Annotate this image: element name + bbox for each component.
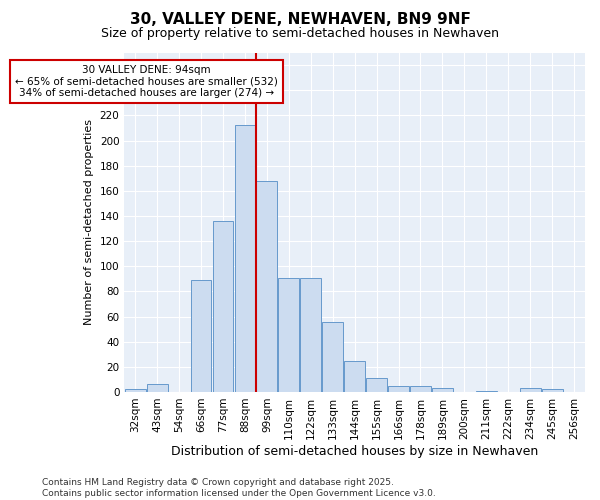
- Bar: [191, 280, 211, 392]
- Bar: [301, 278, 321, 392]
- Bar: [476, 390, 497, 392]
- Bar: [410, 386, 431, 392]
- Text: 30, VALLEY DENE, NEWHAVEN, BN9 9NF: 30, VALLEY DENE, NEWHAVEN, BN9 9NF: [130, 12, 470, 28]
- Bar: [322, 322, 343, 392]
- Bar: [212, 221, 233, 392]
- Bar: [432, 388, 453, 392]
- X-axis label: Distribution of semi-detached houses by size in Newhaven: Distribution of semi-detached houses by …: [171, 444, 538, 458]
- Text: 30 VALLEY DENE: 94sqm
← 65% of semi-detached houses are smaller (532)
34% of sem: 30 VALLEY DENE: 94sqm ← 65% of semi-deta…: [15, 65, 278, 98]
- Bar: [235, 126, 256, 392]
- Bar: [278, 278, 299, 392]
- Bar: [520, 388, 541, 392]
- Text: Size of property relative to semi-detached houses in Newhaven: Size of property relative to semi-detach…: [101, 28, 499, 40]
- Y-axis label: Number of semi-detached properties: Number of semi-detached properties: [84, 119, 94, 325]
- Bar: [542, 390, 563, 392]
- Bar: [344, 360, 365, 392]
- Text: Contains HM Land Registry data © Crown copyright and database right 2025.
Contai: Contains HM Land Registry data © Crown c…: [42, 478, 436, 498]
- Bar: [256, 180, 277, 392]
- Bar: [366, 378, 387, 392]
- Bar: [388, 386, 409, 392]
- Bar: [125, 390, 146, 392]
- Bar: [147, 384, 167, 392]
